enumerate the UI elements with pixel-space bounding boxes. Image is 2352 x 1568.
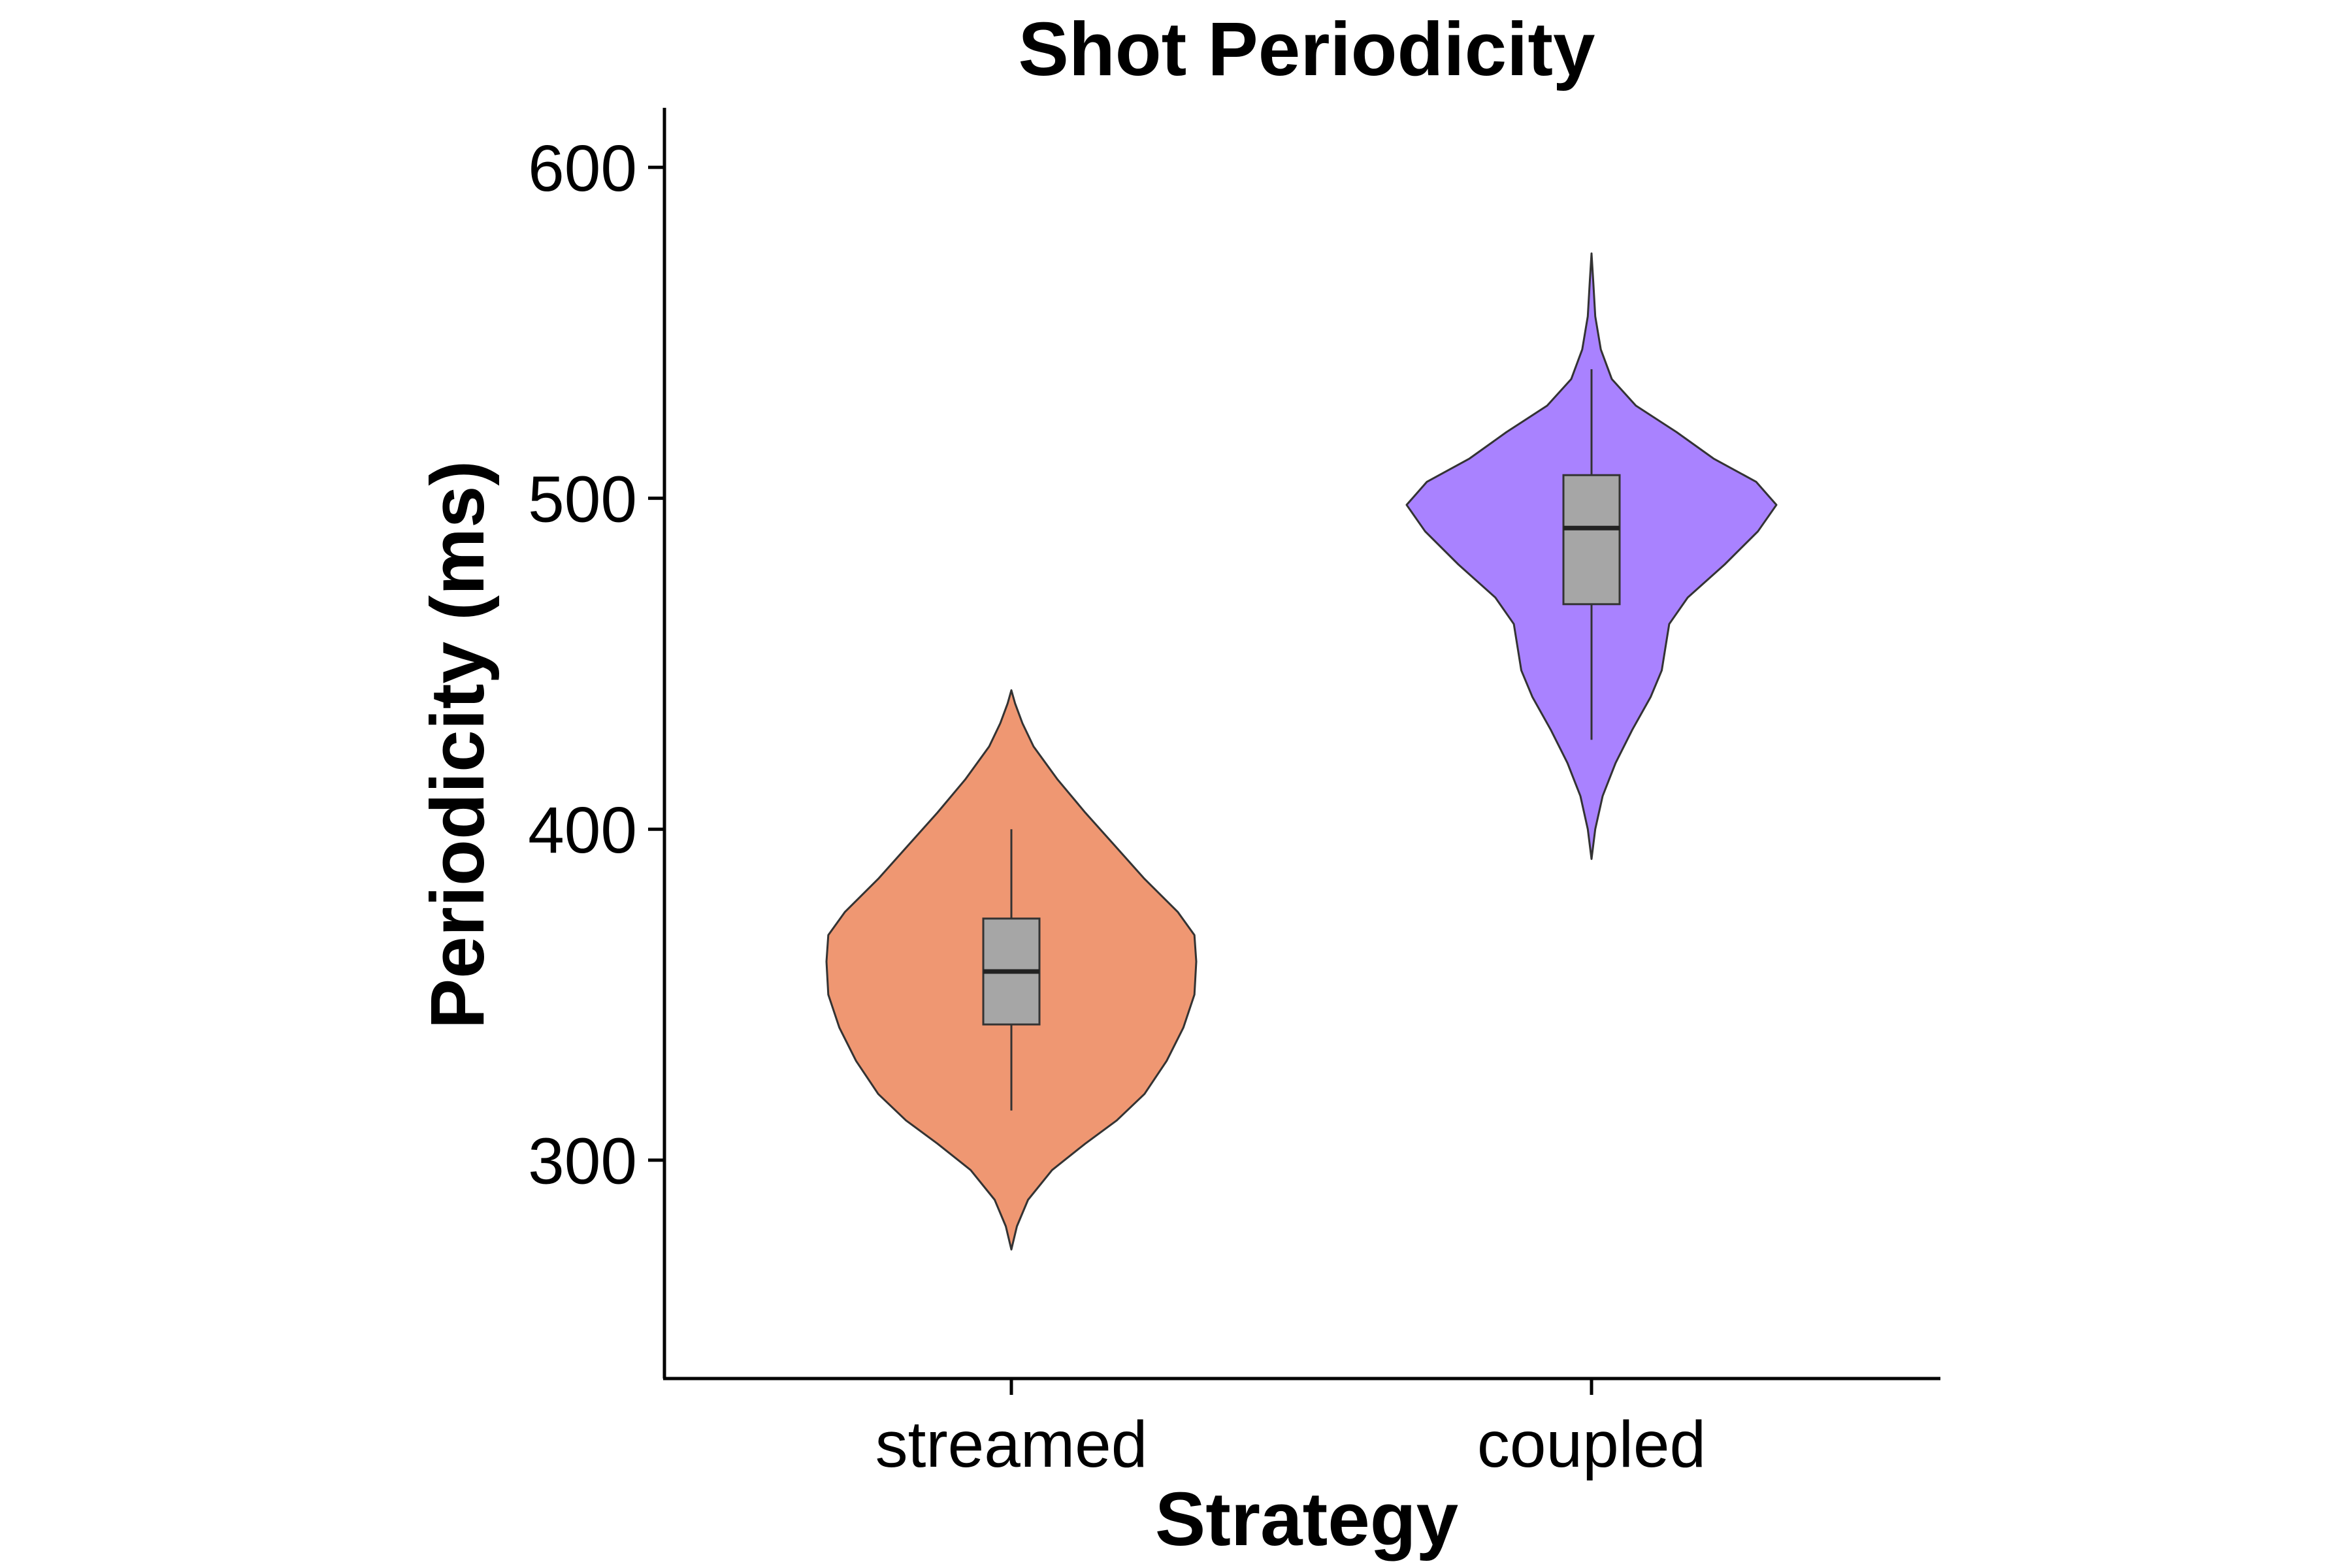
box-coupled — [1562, 474, 1621, 606]
y-axis-title: Periodicity (ms) — [415, 461, 500, 1029]
y-tick-label: 300 — [528, 1125, 637, 1198]
chart-title: Shot Periodicity — [1018, 7, 1595, 91]
x-tick-label-coupled: coupled — [1477, 1408, 1706, 1481]
violins — [825, 252, 1778, 1250]
y-tick-label: 400 — [528, 794, 637, 867]
plot-area — [825, 252, 1778, 1250]
y-tick-label: 500 — [528, 463, 637, 536]
x-axis-title: Strategy — [1155, 1477, 1458, 1561]
x-axis-ticks: streamed coupled — [875, 1379, 1706, 1481]
y-tick-label: 600 — [528, 132, 637, 205]
x-tick-label-streamed: streamed — [875, 1408, 1148, 1481]
y-axis-ticks: 300 400 500 600 — [528, 132, 664, 1198]
boxplots — [982, 369, 1621, 1111]
